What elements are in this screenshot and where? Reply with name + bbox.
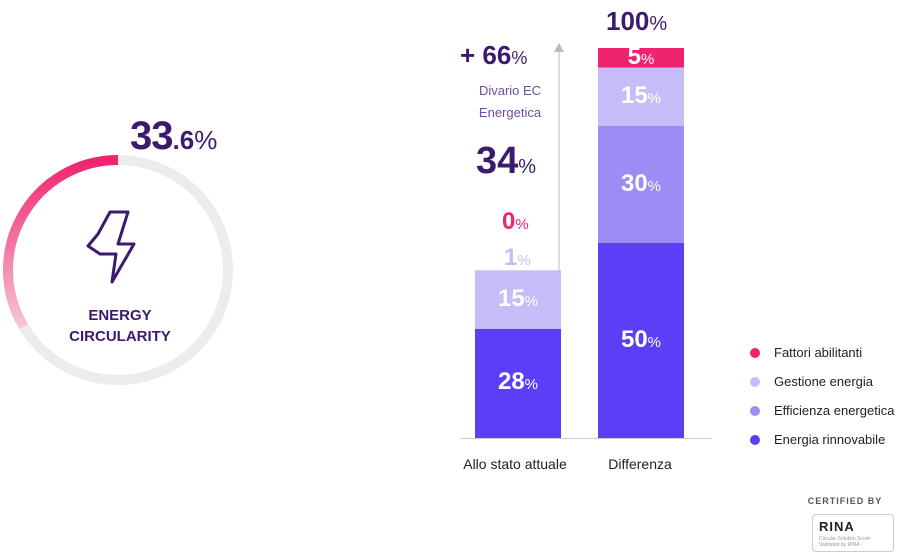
bar-segment-label-1-3: 5%	[627, 42, 655, 70]
bar1-total-value: 34	[476, 140, 519, 182]
gap-label: + 66%	[460, 40, 527, 71]
gauge-value-int: 33	[130, 114, 173, 158]
legend-dot	[750, 434, 760, 445]
bar1-total-pct: %	[518, 156, 537, 178]
bar1-outside-label-0: 0%	[502, 208, 529, 236]
gap-label-value: + 66	[460, 40, 512, 70]
legend-dot	[750, 405, 760, 416]
chart-svg	[460, 43, 712, 439]
bar1-outside-label-1: 1%	[504, 244, 531, 272]
rina-subtitle-line1: Circular Solution Score	[819, 536, 871, 542]
gap-text: Divario EC Energetica	[460, 80, 560, 124]
gauge-progress-arc	[3, 155, 119, 330]
legend-item-efficienza-energetica: Efficienza energetica	[750, 396, 894, 425]
outside-label-gestione-pct: %	[517, 252, 531, 269]
bar-segment-label-1-2: 15%	[620, 81, 662, 109]
gap-text-line2: Energetica	[478, 105, 542, 120]
bar1-total-label: 34%	[476, 140, 536, 183]
bar-segment-label-0-2: 15%	[497, 284, 539, 312]
bar2-total-pct: %	[649, 13, 668, 35]
lightning-bolt-icon	[86, 210, 136, 284]
gauge-value: 33.6%	[130, 114, 217, 159]
gauge-ring	[3, 155, 233, 385]
rina-certification-badge: RINA Circular Solution Score Validated b…	[812, 514, 894, 552]
legend-item-energia-rinnovabile: Energia rinnovabile	[750, 425, 894, 454]
gap-text-line1: Divario EC	[478, 83, 542, 98]
bar-segment-label-1-0: 50%	[620, 325, 662, 353]
legend-item-gestione-energia: Gestione energia	[750, 367, 894, 396]
gap-label-pct: %	[511, 48, 528, 68]
legend-dot	[750, 376, 760, 387]
gap-arrow-head	[554, 43, 564, 52]
chart-legend: Fattori abilitanti Gestione energia Effi…	[750, 338, 894, 454]
gauge-value-dec: .6	[172, 125, 195, 155]
bar-segment-0-0	[475, 328, 561, 438]
legend-label: Gestione energia	[774, 374, 874, 389]
legend-label: Efficienza energetica	[774, 403, 895, 418]
rina-subtitle-line2: Validated by RINA	[819, 542, 860, 548]
bar-segment-1-0	[598, 243, 684, 438]
bar-segment-0-2	[475, 270, 561, 329]
bar-segment-1-2	[598, 67, 684, 126]
energy-circularity-gauge: ENERGY CIRCULARITY	[0, 150, 240, 395]
certified-by-label: CERTIFIED BY	[807, 496, 883, 506]
gauge-value-pct: %	[194, 125, 218, 155]
bar2-total-label: 100%	[606, 6, 667, 37]
legend-dot	[750, 347, 760, 358]
legend-label: Energia rinnovabile	[774, 432, 886, 447]
outside-label-fattori-pct: %	[515, 216, 529, 233]
bar-segment-label-0-0: 28%	[497, 368, 539, 396]
outside-label-gestione-value: 1	[504, 244, 518, 271]
gauge-title-line2: CIRCULARITY	[69, 328, 171, 345]
bar-segment-label-1-1: 30%	[620, 169, 662, 197]
category-label-1: Differenza	[608, 456, 672, 472]
legend-label: Fattori abilitanti	[774, 345, 863, 360]
legend-item-fattori-abilitanti: Fattori abilitanti	[750, 338, 894, 367]
bar2-total-value: 100	[606, 6, 650, 36]
rina-logo: RINA	[819, 519, 855, 534]
bar-segment-1-3	[598, 48, 684, 68]
outside-label-fattori-value: 0	[502, 208, 516, 235]
rina-subtitle: Circular Solution Score Validated by RIN…	[819, 536, 870, 548]
category-label-0: Allo stato attuale	[463, 456, 567, 472]
bar-segment-1-1	[598, 126, 684, 243]
gauge-title-line1: ENERGY	[88, 307, 152, 324]
energy-stacked-bar-chart: 28% 15% 50% 30% 15% 5% + 66% Divario EC Energ…	[440, 0, 900, 500]
